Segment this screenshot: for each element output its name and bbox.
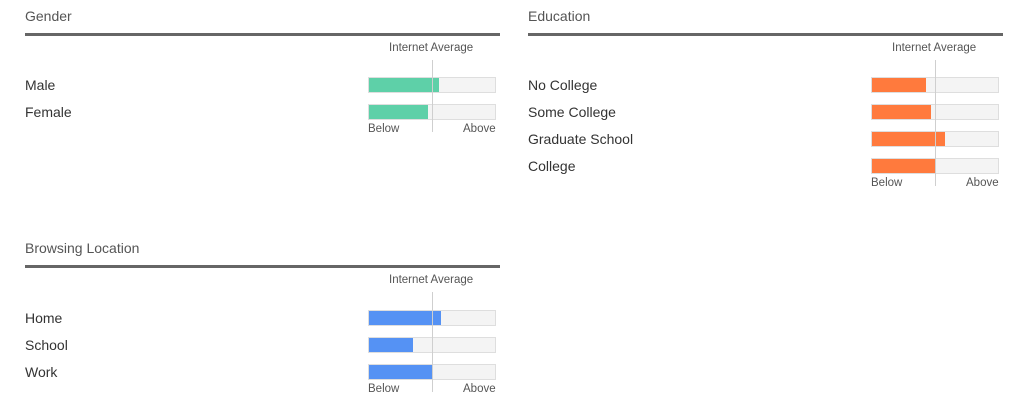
education-chart: Education Internet Average No College Some …: [528, 8, 1003, 214]
category-label: Home: [25, 310, 63, 326]
gender-chart: Gender Internet Average Male Female Below Abo…: [25, 8, 500, 160]
internet-average-label: Internet Average: [389, 274, 474, 286]
bar: [872, 159, 935, 173]
title-divider: [528, 33, 1003, 36]
chart-title: Education: [528, 8, 591, 24]
category-label: Some College: [528, 104, 616, 120]
internet-average-label: Internet Average: [892, 42, 977, 54]
above-label: Above: [966, 177, 999, 189]
bar-row: Female: [25, 103, 500, 121]
bar: [369, 365, 432, 379]
category-label: Male: [25, 77, 56, 93]
below-label: Below: [368, 383, 400, 395]
title-divider: [25, 33, 500, 36]
browsing-location-chart: Browsing Location Internet Average Home Sch…: [25, 240, 500, 420]
bar-row: Graduate School: [528, 130, 1003, 148]
category-label: No College: [528, 77, 598, 93]
average-line: [935, 60, 936, 186]
below-label: Below: [368, 123, 400, 135]
bar-row: Work: [25, 363, 500, 381]
bar-row: College: [528, 157, 1003, 175]
title-divider: [25, 265, 500, 268]
chart-title: Browsing Location: [25, 240, 140, 256]
category-label: College: [528, 158, 576, 174]
bar: [369, 78, 440, 92]
average-line: [432, 292, 433, 392]
internet-average-label: Internet Average: [389, 42, 474, 54]
above-label: Above: [463, 383, 496, 395]
category-label: Work: [25, 364, 58, 380]
bar-row: Home: [25, 309, 500, 327]
category-label: Female: [25, 104, 72, 120]
bar: [369, 311, 441, 325]
bar-row: School: [25, 336, 500, 354]
bar: [872, 132, 945, 146]
category-label: School: [25, 337, 68, 353]
chart-title: Gender: [25, 8, 72, 24]
bar-row: Male: [25, 76, 500, 94]
bar: [872, 105, 931, 119]
category-label: Graduate School: [528, 131, 634, 147]
above-label: Above: [463, 123, 496, 135]
bar-row: Some College: [528, 103, 1003, 121]
bar: [369, 338, 413, 352]
bar-row: No College: [528, 76, 1003, 94]
bar: [872, 78, 926, 92]
below-label: Below: [871, 177, 903, 189]
bar: [369, 105, 428, 119]
average-line: [432, 60, 433, 132]
